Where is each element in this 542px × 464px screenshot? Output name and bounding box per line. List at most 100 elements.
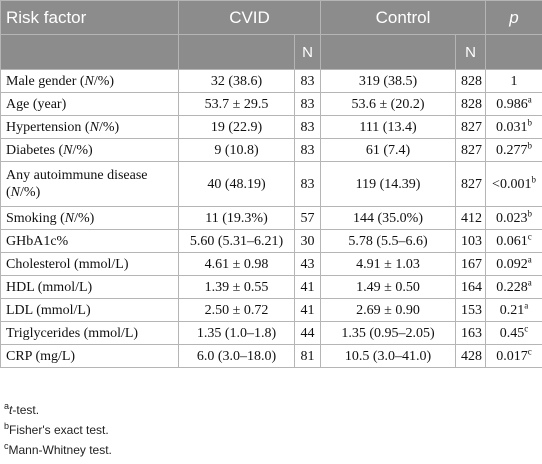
cell-control-n-text: 828 (461, 73, 482, 89)
table-row: Diabetes (N/%) 9 (10.8) 83 61 (7.4) 827 0.277… (0, 138, 542, 162)
cell-control-value: 4.91 ± 1.03 (320, 252, 456, 276)
subheader-row: N N (0, 34, 542, 70)
table-row: Male gender (N/%) 32 (38.6) 83 319 (38.5) 82… (0, 69, 542, 93)
cell-control-value: 144 (35.0%) (320, 206, 456, 230)
cell-control-n-text: 412 (461, 210, 482, 226)
cell-control-n-text: 827 (461, 176, 482, 192)
table-row: HDL (mmol/L) 1.39 ± 0.55 41 1.49 ± 0.50 164 0… (0, 275, 542, 299)
cell-p-value: 0.023b (485, 206, 542, 230)
cell-cvid-n-text: 83 (300, 73, 315, 89)
cell-p-value-text: 0.228 (496, 279, 528, 295)
cell-cvid-value-text: 40 (48.19) (207, 176, 266, 192)
cell-control-n: 163 (455, 321, 486, 345)
cell-risk-factor: Age (year) (0, 92, 179, 116)
cell-cvid-n-text: 83 (300, 142, 315, 158)
cell-control-n: 827 (455, 138, 486, 162)
cell-cvid-n: 44 (294, 321, 321, 345)
cell-cvid-n: 81 (294, 344, 321, 368)
footnote-marker: c (527, 230, 532, 241)
footnotes: at-test. bFisher's exact test. cMann-Whitn… (4, 400, 112, 460)
cell-control-n: 828 (455, 69, 486, 93)
cell-control-n-text: 153 (461, 302, 482, 318)
cell-risk-factor: Any autoimmune disease (N/%) (0, 161, 179, 207)
cell-control-n-text: 827 (461, 142, 482, 158)
cell-risk-factor: LDL (mmol/L) (0, 298, 179, 322)
cell-p-value-text: 0.986 (496, 96, 528, 112)
cell-control-value: 1.35 (0.95–2.05) (320, 321, 456, 345)
cell-control-value-text: 111 (13.4) (359, 119, 417, 135)
cell-cvid-n-text: 83 (300, 119, 315, 135)
cell-control-value-text: 119 (14.39) (355, 176, 421, 192)
cell-risk-factor-text: Male gender (N/%) (6, 73, 115, 89)
cell-p-value-text: 0.277 (496, 142, 528, 158)
cell-control-value: 61 (7.4) (320, 138, 456, 162)
cell-cvid-value: 53.7 ± 29.5 (178, 92, 295, 116)
cell-control-n-text: 164 (461, 279, 482, 295)
cell-control-n-text: 163 (461, 325, 482, 341)
cell-p-value-text: 0.017 (496, 348, 528, 364)
cell-control-value-text: 144 (35.0%) (353, 210, 423, 226)
header-risk-factor: Risk factor (0, 0, 179, 35)
cell-cvid-n-text: 83 (300, 176, 315, 192)
footnote-marker: c (524, 322, 529, 333)
cell-cvid-value: 1.39 ± 0.55 (178, 275, 295, 299)
cell-control-value-text: 4.91 ± 1.03 (356, 256, 420, 272)
cell-risk-factor: HDL (mmol/L) (0, 275, 179, 299)
cell-cvid-n: 30 (294, 229, 321, 253)
cell-cvid-value-text: 9 (10.8) (214, 142, 259, 158)
cell-p-value: 0.986a (485, 92, 542, 116)
footnote-marker: a (524, 299, 529, 310)
cell-cvid-value-text: 5.60 (5.31–6.21) (189, 233, 284, 249)
cell-p-value: 0.228a (485, 275, 542, 299)
cell-control-value-text: 10.5 (3.0–41.0) (344, 348, 432, 364)
cell-control-n: 428 (455, 344, 486, 368)
table-row: Smoking (N/%) 11 (19.3%) 57 144 (35.0%) 412 0… (0, 206, 542, 230)
cell-p-value-text: 0.023 (496, 210, 528, 226)
subheader-control-n: N (455, 34, 486, 70)
cell-control-n: 153 (455, 298, 486, 322)
cell-risk-factor: GHbA1c% (0, 229, 179, 253)
cell-cvid-n: 57 (294, 206, 321, 230)
table-row: LDL (mmol/L) 2.50 ± 0.72 41 2.69 ± 0.90 153 0… (0, 298, 542, 322)
cell-control-n: 412 (455, 206, 486, 230)
cell-risk-factor: Hypertension (N/%) (0, 115, 179, 139)
risk-factor-table: Risk factor CVID Control p N N Male gend… (0, 0, 542, 368)
footnote-marker: b (531, 173, 536, 184)
cell-risk-factor: Cholesterol (mmol/L) (0, 252, 179, 276)
cell-cvid-n-text: 83 (300, 96, 315, 112)
cell-p-value: 0.092a (485, 252, 542, 276)
cell-cvid-n: 83 (294, 161, 321, 207)
cell-cvid-n: 83 (294, 115, 321, 139)
cell-risk-factor-text: Cholesterol (mmol/L) (6, 256, 129, 272)
cell-risk-factor-text: Triglycerides (mmol/L) (6, 325, 139, 341)
cell-control-value: 1.49 ± 0.50 (320, 275, 456, 299)
cell-p-value-text: <0.001 (492, 176, 532, 192)
cell-control-n: 103 (455, 229, 486, 253)
subheader-empty (178, 34, 295, 70)
cell-control-value: 119 (14.39) (320, 161, 456, 207)
cell-cvid-value: 11 (19.3%) (178, 206, 295, 230)
cell-risk-factor-text: Diabetes (N/%) (6, 142, 93, 158)
cell-risk-factor-text: HDL (mmol/L) (6, 279, 93, 295)
cell-control-value: 53.6 ± (20.2) (320, 92, 456, 116)
cell-control-n: 827 (455, 115, 486, 139)
cell-p-value-text: 1 (510, 73, 518, 89)
cell-control-value: 2.69 ± 0.90 (320, 298, 456, 322)
subheader-empty (0, 34, 179, 70)
cell-p-value: 0.277b (485, 138, 542, 162)
cell-risk-factor: CRP (mg/L) (0, 344, 179, 368)
cell-p-value: <0.001b (485, 161, 542, 207)
cell-risk-factor: Triglycerides (mmol/L) (0, 321, 179, 345)
subheader-cvid-n: N (294, 34, 321, 70)
table-row: Any autoimmune disease (N/%) 40 (48.19) 83… (0, 161, 542, 207)
cell-cvid-n-text: 41 (300, 279, 315, 295)
cell-cvid-value-text: 1.35 (1.0–1.8) (196, 325, 277, 341)
cell-p-value: 0.031b (485, 115, 542, 139)
cell-cvid-value: 6.0 (3.0–18.0) (178, 344, 295, 368)
cell-cvid-value-text: 11 (19.3%) (205, 210, 268, 226)
cell-risk-factor: Diabetes (N/%) (0, 138, 179, 162)
cell-control-n: 164 (455, 275, 486, 299)
footnote: at-test. (4, 400, 112, 420)
cell-control-n: 167 (455, 252, 486, 276)
cell-control-n-text: 827 (461, 119, 482, 135)
